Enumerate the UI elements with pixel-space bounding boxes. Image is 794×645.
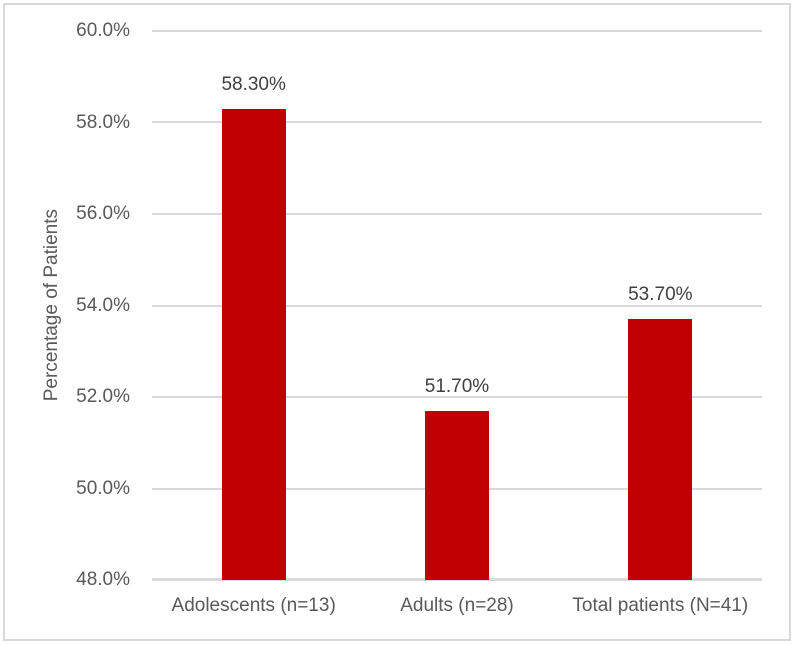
- bar-slot: 51.70%: [355, 31, 558, 580]
- x-axis-category-label: Total patients (N=41): [572, 595, 749, 616]
- y-axis-tick-label: 56.0%: [76, 203, 130, 224]
- gridline: [152, 395, 762, 398]
- x-axis-category-labels: Adolescents (n=13) Adults (n=28) Total pat…: [152, 593, 762, 623]
- x-axis-category-label: Adolescents (n=13): [171, 595, 336, 616]
- y-axis-tick-label: 58.0%: [76, 111, 130, 133]
- y-axis-tick-label: 48.0%: [76, 569, 130, 590]
- bar-data-label: 58.30%: [221, 73, 286, 95]
- gridline: [152, 30, 762, 32]
- bar-data-label: 53.70%: [628, 284, 693, 306]
- gridline: [152, 121, 762, 124]
- bar: [628, 319, 693, 580]
- y-axis-tick-label: 60.0%: [76, 20, 130, 41]
- bar-data-label: 51.70%: [424, 375, 490, 397]
- y-axis-tick-labels: 60.0% 58.0% 56.0% 54.0% 52.0% 50.0% 48.0%: [0, 20, 130, 590]
- bar-slot: 58.30%: [152, 31, 355, 580]
- plot-area: 58.30% 51.70% 53.70%: [152, 30, 762, 581]
- gridline: [152, 304, 762, 307]
- bar: [424, 410, 489, 580]
- y-axis-tick-label: 54.0%: [76, 294, 130, 316]
- bar-slot: 53.70%: [559, 31, 762, 580]
- bar: [221, 108, 286, 580]
- gridline: [152, 212, 762, 215]
- x-axis-category-label: Adults (n=28): [400, 595, 514, 616]
- y-axis-tick-label: 50.0%: [76, 477, 130, 499]
- y-axis-tick-label: 52.0%: [76, 386, 130, 407]
- chart-frame: [3, 3, 791, 641]
